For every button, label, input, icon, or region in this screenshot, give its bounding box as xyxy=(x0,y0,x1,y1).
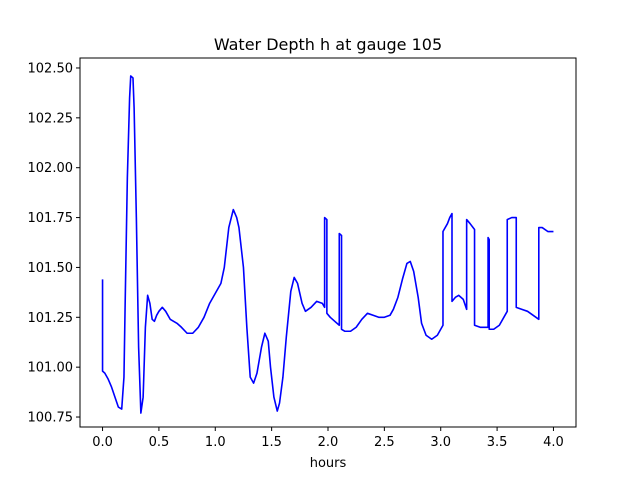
y-tick-label: 101.00 xyxy=(28,361,74,376)
y-tick-label: 101.75 xyxy=(28,211,74,226)
y-tick-label: 102.25 xyxy=(28,111,74,126)
x-tick-label: 3.5 xyxy=(487,435,508,450)
x-tick-label: 1.5 xyxy=(261,435,282,450)
plot-frame xyxy=(79,57,577,428)
y-tick-label: 100.75 xyxy=(28,411,74,426)
x-tick-label: 1.0 xyxy=(205,435,226,450)
x-tick-label: 0.0 xyxy=(92,435,113,450)
series-line-0 xyxy=(101,75,554,414)
x-axis-label: hours xyxy=(310,456,347,471)
y-tick-label: 101.25 xyxy=(28,311,74,326)
x-axis: 0.0 0.5 1.0 1.5 2.0 2.5 3.0 3.5 4.0 xyxy=(92,427,564,450)
x-tick-label: 4.0 xyxy=(543,435,564,450)
x-tick-label: 3.0 xyxy=(430,435,451,450)
y-axis: 100.75 101.00 101.25 101.50 101.75 102.00 102.… xyxy=(28,61,80,426)
x-tick-label: 0.5 xyxy=(149,435,170,450)
chart-title: Water Depth h at gauge 105 xyxy=(214,35,442,54)
y-tick-label: 102.50 xyxy=(28,61,74,76)
y-tick-label: 102.00 xyxy=(28,161,74,176)
y-tick-label: 101.50 xyxy=(28,261,74,276)
x-tick-label: 2.5 xyxy=(374,435,395,450)
x-tick-label: 2.0 xyxy=(318,435,339,450)
plot-area xyxy=(101,75,554,414)
